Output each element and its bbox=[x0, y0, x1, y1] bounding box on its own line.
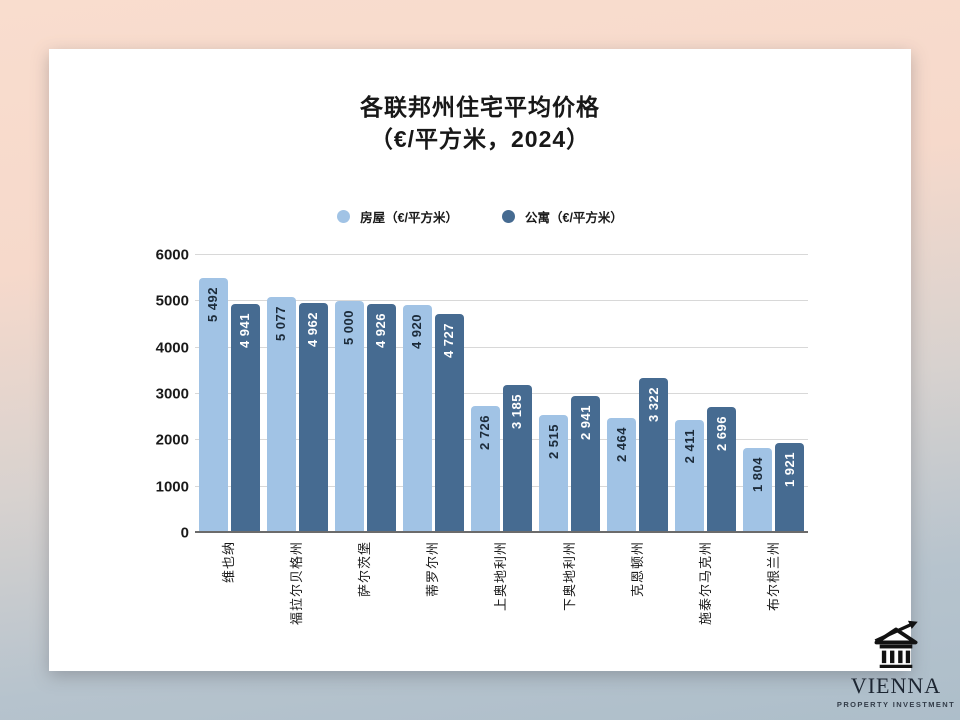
y-tick-label: 1000 bbox=[155, 478, 189, 496]
bar-group: 2 464 3 322 bbox=[604, 255, 672, 531]
x-category-cell: 维也纳 bbox=[195, 537, 263, 659]
bar-group: 1 804 1 921 bbox=[740, 255, 808, 531]
x-axis-labels: 维也纳 福拉尔贝格州 萨尔茨堡 蒂罗尔州 上奥地利州 下奥地利州 克恩顿州 施泰尔马克州 布尔根… bbox=[195, 537, 808, 659]
bar-value-label: 2 464 bbox=[613, 426, 629, 462]
bar-group: 2 726 3 185 bbox=[467, 255, 535, 531]
bar-group: 4 920 4 727 bbox=[399, 255, 467, 531]
x-category-cell: 下奥地利州 bbox=[536, 537, 604, 659]
y-tick-label: 2000 bbox=[155, 431, 189, 449]
x-category-cell: 蒂罗尔州 bbox=[399, 537, 467, 659]
bar-apartment: 2 696 bbox=[707, 406, 737, 531]
bar-value-label: 4 962 bbox=[305, 311, 321, 347]
x-category-label: 福拉尔贝格州 bbox=[289, 541, 305, 626]
bar-value-label: 1 804 bbox=[749, 457, 765, 493]
x-category-label: 上奥地利州 bbox=[493, 541, 509, 612]
plot-area: 5 492 4 941 5 077 4 962 5 000 4 926 4 920 4 727… bbox=[195, 254, 808, 533]
bar-value-label: 1 921 bbox=[781, 451, 797, 487]
x-category-cell: 上奥地利州 bbox=[467, 537, 535, 659]
x-category-cell: 布尔根兰州 bbox=[740, 537, 808, 659]
y-tick-label: 6000 bbox=[155, 246, 189, 264]
bar-apartment: 4 727 bbox=[434, 313, 464, 531]
grid-line bbox=[195, 300, 808, 302]
bar-house: 5 492 bbox=[198, 278, 228, 531]
grid-line bbox=[195, 254, 808, 255]
bar-apartment: 1 921 bbox=[775, 442, 805, 531]
x-category-cell: 克恩顿州 bbox=[604, 537, 672, 659]
legend-swatch-house bbox=[337, 210, 351, 223]
bar-value-label: 2 515 bbox=[545, 424, 561, 460]
chart-legend: 房屋（€/平方米） 公寓（€/平方米） bbox=[49, 207, 911, 226]
bar-apartment: 2 941 bbox=[571, 395, 601, 531]
bar-value-label: 2 941 bbox=[577, 404, 593, 440]
chart-title: 各联邦州住宅平均价格 bbox=[360, 94, 600, 120]
x-category-cell: 福拉尔贝格州 bbox=[263, 537, 331, 659]
grid-line bbox=[195, 485, 808, 487]
bar-group: 5 492 4 941 bbox=[195, 255, 263, 531]
grid-line bbox=[195, 393, 808, 394]
bar-value-label: 5 077 bbox=[273, 306, 289, 342]
legend-swatch-apartment bbox=[502, 210, 515, 223]
logo-title: VIENNA bbox=[850, 673, 942, 698]
legend-label: 房屋（€/平方米） bbox=[360, 211, 458, 225]
y-tick-label: 4000 bbox=[155, 339, 189, 357]
bar-value-label: 3 185 bbox=[509, 393, 525, 429]
bar-house: 2 464 bbox=[607, 417, 637, 531]
legend-item-house: 房屋（€/平方米） bbox=[337, 207, 458, 226]
x-category-label: 布尔根兰州 bbox=[765, 541, 781, 612]
x-category-label: 施泰尔马克州 bbox=[697, 541, 713, 626]
bar-house: 2 411 bbox=[675, 420, 705, 531]
bar-house: 2 515 bbox=[539, 415, 569, 531]
bar-apartment: 4 926 bbox=[366, 304, 396, 531]
x-category-label: 蒂罗尔州 bbox=[425, 541, 441, 598]
bar-value-label: 2 726 bbox=[477, 414, 493, 450]
bar-value-label: 2 411 bbox=[681, 429, 697, 464]
bar-house: 5 000 bbox=[334, 301, 364, 531]
bar-value-label: 3 322 bbox=[645, 387, 661, 423]
bar-value-label: 5 492 bbox=[205, 287, 221, 323]
bar-value-label: 4 926 bbox=[373, 313, 389, 349]
bar-house: 1 804 bbox=[743, 448, 773, 531]
bar-apartment: 4 962 bbox=[298, 302, 328, 531]
bar-apartment: 4 941 bbox=[230, 303, 260, 531]
y-tick-label: 3000 bbox=[155, 385, 189, 403]
bar-group: 2 515 2 941 bbox=[536, 255, 604, 531]
bar-house: 5 077 bbox=[266, 297, 296, 531]
bar-group: 5 077 4 962 bbox=[263, 255, 331, 531]
x-category-label: 下奥地利州 bbox=[561, 541, 577, 612]
chart-card: 各联邦州住宅平均价格 （€/平方米，2024） 房屋（€/平方米） 公寓（€/平方… bbox=[49, 49, 911, 671]
x-category-label: 萨尔茨堡 bbox=[357, 541, 373, 598]
bar-group: 2 411 2 696 bbox=[672, 255, 740, 531]
bar-house: 2 726 bbox=[470, 405, 500, 531]
logo: VIENNA PROPERTY INVESTMENT bbox=[836, 618, 956, 709]
grid-line bbox=[195, 346, 808, 348]
x-category-label: 克恩顿州 bbox=[629, 541, 645, 598]
x-category-cell: 萨尔茨堡 bbox=[331, 537, 399, 659]
y-tick-label: 5000 bbox=[155, 292, 189, 310]
bar-value-label: 4 727 bbox=[441, 322, 457, 358]
grid-line bbox=[195, 439, 808, 441]
bar-apartment: 3 185 bbox=[502, 384, 532, 531]
bar-house: 4 920 bbox=[402, 304, 432, 531]
bar-value-label: 2 696 bbox=[713, 415, 729, 452]
x-axis-baseline bbox=[195, 531, 808, 533]
bar-group: 5 000 4 926 bbox=[331, 255, 399, 531]
bars-container: 5 492 4 941 5 077 4 962 5 000 4 926 4 920 4 727… bbox=[195, 255, 808, 531]
x-category-cell: 施泰尔马克州 bbox=[672, 537, 740, 659]
bar-value-label: 4 941 bbox=[237, 312, 253, 348]
bar-value-label: 5 000 bbox=[341, 310, 357, 346]
y-axis: 0 1000 2000 3000 4000 5000 6000 bbox=[105, 248, 189, 541]
bar-value-label: 4 920 bbox=[409, 313, 425, 349]
building-growth-icon bbox=[874, 620, 918, 668]
bar-apartment: 3 322 bbox=[639, 378, 669, 531]
x-category-label: 维也纳 bbox=[221, 541, 237, 584]
logo-subtitle: PROPERTY INVESTMENT bbox=[836, 700, 956, 710]
y-tick-label: 0 bbox=[180, 524, 189, 542]
legend-item-apartment: 公寓（€/平方米） bbox=[502, 207, 623, 226]
chart-title-block: 各联邦州住宅平均价格 （€/平方米，2024） bbox=[49, 91, 911, 155]
chart-subtitle: （€/平方米，2024） bbox=[369, 126, 591, 152]
legend-label: 公寓（€/平方米） bbox=[525, 211, 623, 225]
